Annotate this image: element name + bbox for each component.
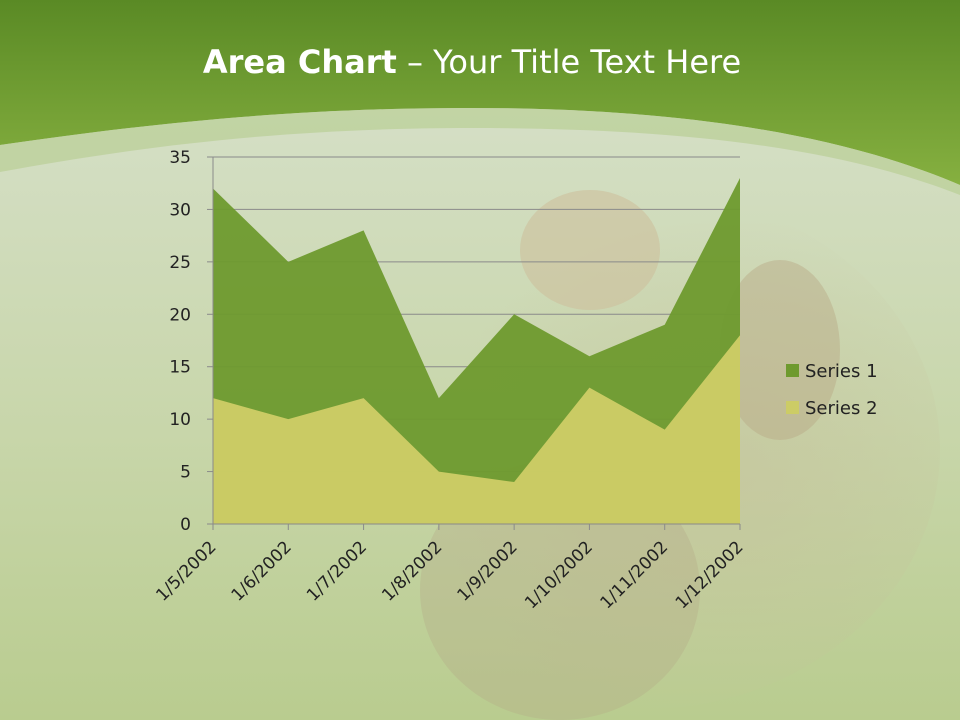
title-rest: – Your Title Text Here — [396, 43, 742, 81]
y-tick-label: 5 — [180, 463, 191, 483]
axes — [207, 156, 741, 530]
y-axis-ticks: 0 5 10 15 20 25 30 35 — [169, 148, 191, 535]
legend-label-2: Series 2 — [805, 398, 878, 419]
y-tick-label: 10 — [169, 410, 191, 430]
legend: Series 1 Series 2 — [786, 361, 878, 419]
area-series — [213, 177, 740, 524]
y-tick-label: 0 — [180, 515, 191, 535]
y-tick-label: 35 — [169, 148, 191, 168]
y-tick-label: 20 — [169, 305, 191, 325]
x-axis-ticks: 1/5/2002 1/6/2002 1/7/2002 1/8/2002 1/9/2002… — [152, 537, 747, 613]
area-series-2 — [213, 335, 740, 524]
y-tick-label: 30 — [169, 200, 191, 220]
page-title: Area Chart – Your Title Text Here — [0, 40, 944, 84]
x-tick-label: 1/12/2002 — [672, 537, 748, 613]
x-tick-label: 1/10/2002 — [521, 537, 597, 613]
x-tick-label: 1/11/2002 — [596, 537, 672, 613]
x-tick-label: 1/7/2002 — [303, 537, 371, 605]
y-tick-label: 25 — [169, 253, 191, 273]
x-tick-label: 1/6/2002 — [228, 537, 296, 605]
legend-swatch-2 — [786, 401, 799, 414]
legend-label-1: Series 1 — [805, 361, 878, 382]
x-tick-label: 1/8/2002 — [378, 537, 446, 605]
x-tick-label: 1/5/2002 — [152, 537, 220, 605]
legend-swatch-1 — [786, 364, 799, 377]
title-bold: Area Chart — [202, 43, 397, 81]
x-tick-label: 1/9/2002 — [454, 537, 522, 605]
y-tick-label: 15 — [169, 358, 191, 378]
